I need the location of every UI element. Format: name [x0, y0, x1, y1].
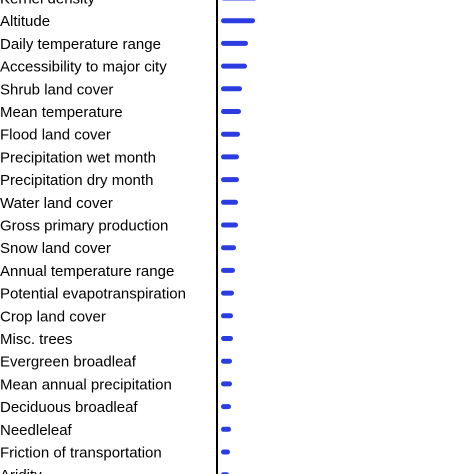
- category-label: Potential evapotranspiration: [0, 286, 186, 303]
- bar: [221, 154, 239, 160]
- category-label: Water land cover: [0, 195, 113, 212]
- category-label: Evergreen broadleaf: [0, 354, 137, 371]
- category-label: Kernel density: [0, 0, 96, 8]
- category-label: Snow land cover: [0, 240, 111, 257]
- bar: [221, 313, 233, 319]
- category-label: Gross primary production: [0, 218, 168, 235]
- bar: [222, 0, 256, 1]
- bar: [221, 449, 230, 455]
- bar: [221, 336, 233, 341]
- category-label: Needleleaf: [0, 422, 73, 439]
- bars: [221, 0, 256, 474]
- bar: [221, 131, 240, 137]
- category-label: Daily temperature range: [0, 36, 161, 53]
- category-label: Precipitation dry month: [0, 172, 153, 189]
- bar: [221, 222, 238, 228]
- category-label: Flood land cover: [0, 127, 111, 144]
- category-label: Shrub land cover: [0, 81, 113, 98]
- category-label: Mean annual precipitation: [0, 376, 172, 393]
- bar: [221, 267, 235, 273]
- bar: [221, 404, 231, 410]
- category-label: Altitude: [0, 13, 50, 30]
- bar: [221, 426, 231, 432]
- bar: [221, 245, 236, 251]
- category-label: Deciduous broadleaf: [0, 399, 138, 416]
- bar: [221, 381, 232, 387]
- bar: [221, 63, 247, 69]
- category-label: Precipitation wet month: [0, 149, 156, 166]
- bar: [221, 290, 234, 296]
- bar: [221, 199, 238, 205]
- bar: [221, 40, 248, 46]
- category-label: Annual temperature range: [0, 263, 174, 280]
- category-label: Mean temperature: [0, 104, 123, 121]
- category-labels: Kernel density Altitude Daily temperature …: [0, 0, 186, 474]
- category-label: Aridity: [0, 467, 42, 474]
- bar: [221, 109, 241, 114]
- category-label: Misc. trees: [0, 331, 73, 348]
- category-label: Accessibility to major city: [0, 59, 167, 76]
- category-label: Crop land cover: [0, 308, 106, 325]
- bar: [221, 18, 255, 24]
- bar: [221, 358, 232, 364]
- bar: [221, 177, 239, 183]
- bar: [221, 86, 242, 92]
- category-label: Friction of transportation: [0, 445, 162, 462]
